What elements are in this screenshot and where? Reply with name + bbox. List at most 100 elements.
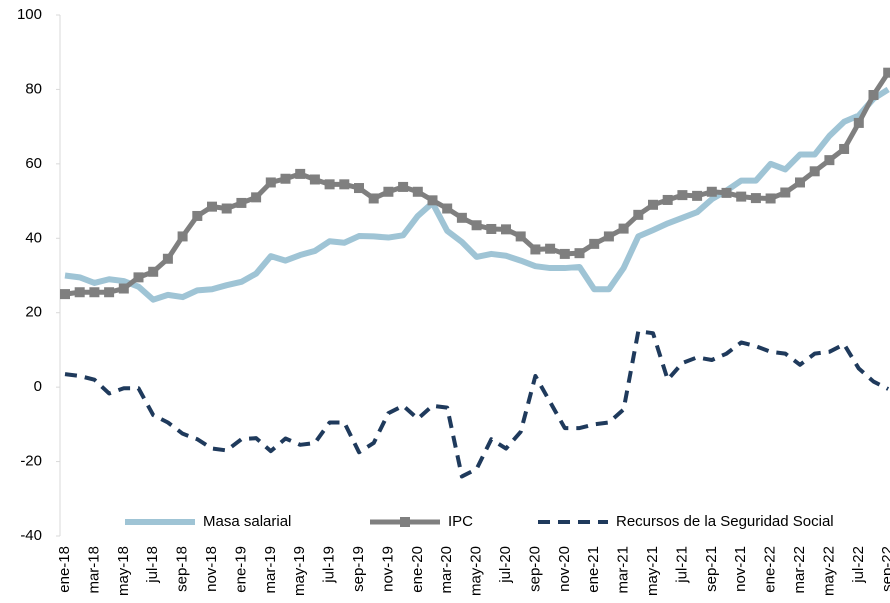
series-marker [530, 244, 541, 255]
x-tick-label: jul-19 [321, 546, 338, 584]
series-line [64, 86, 890, 303]
series-marker [398, 181, 409, 192]
series-marker [177, 231, 188, 242]
series-marker [162, 253, 173, 264]
series-marker [677, 190, 688, 201]
series-marker [60, 289, 70, 300]
x-tick-label: mar-21 [615, 546, 632, 594]
series-line [64, 329, 890, 479]
series-marker [795, 177, 805, 188]
series-marker [368, 193, 379, 204]
x-tick-label: mar-20 [438, 546, 455, 594]
x-tick-label: mar-18 [85, 546, 102, 594]
series-marker [89, 287, 100, 298]
series-marker [192, 210, 203, 221]
series-marker [133, 272, 144, 283]
series-marker [839, 143, 850, 154]
x-tick-label: may-18 [115, 546, 132, 596]
series-line [64, 71, 890, 297]
series-marker [824, 155, 835, 166]
y-tick-label: 20 [25, 304, 42, 321]
y-tick-label: 0 [34, 378, 42, 395]
series-marker [736, 191, 747, 202]
y-tick-label: 100 [17, 6, 42, 23]
series-marker [648, 199, 658, 210]
x-tick-label: sep-22 [879, 546, 890, 592]
series-marker [207, 201, 217, 212]
x-tick-label: jul-20 [497, 546, 514, 584]
x-tick-label: mar-19 [262, 546, 279, 594]
x-tick-label: sep-21 [703, 546, 720, 592]
x-tick-label: nov-19 [379, 546, 396, 592]
series-marker [868, 90, 879, 101]
series-marker [545, 243, 556, 254]
x-tick-label: nov-18 [203, 546, 220, 592]
x-tick-label: sep-20 [526, 546, 543, 592]
series-marker [780, 187, 791, 198]
series-marker [501, 224, 511, 235]
x-tick-label: mar-22 [791, 546, 808, 594]
x-tick-label: may-20 [468, 546, 485, 596]
series-marker [765, 193, 776, 204]
series-marker [265, 177, 276, 188]
x-tick-label: sep-19 [350, 546, 367, 592]
series-marker [706, 186, 717, 197]
series-marker [354, 183, 364, 194]
series-marker [515, 231, 526, 242]
series-marker [559, 248, 570, 259]
y-tick-label: 60 [25, 155, 42, 172]
series-marker [236, 197, 247, 208]
series-marker [883, 67, 890, 78]
series-marker [339, 179, 350, 190]
x-tick-label: jul-22 [850, 546, 867, 584]
legend-label: Masa salarial [203, 513, 291, 530]
series-marker [412, 186, 423, 197]
series-marker [662, 194, 673, 205]
series-marker [74, 287, 85, 298]
series-marker [603, 231, 614, 242]
series-marker [104, 287, 115, 298]
series-marker [853, 117, 864, 128]
y-tick-label: 80 [25, 80, 42, 97]
series-marker [618, 223, 629, 234]
series-marker [295, 168, 306, 179]
x-tick-label: ene-19 [232, 546, 249, 593]
series-marker [383, 186, 394, 197]
series-marker [471, 220, 482, 231]
x-tick-label: may-19 [291, 546, 308, 596]
series-marker [442, 203, 453, 214]
x-tick-label: ene-20 [409, 546, 426, 593]
series-marker [809, 166, 820, 177]
series-marker [721, 187, 732, 198]
y-tick-label: -20 [20, 453, 42, 470]
legend-marker [400, 517, 410, 527]
x-tick-label: nov-20 [556, 546, 573, 592]
series-marker [148, 266, 159, 277]
x-tick-label: ene-21 [585, 546, 602, 593]
series-marker [324, 179, 335, 190]
legend-label: Recursos de la Seguridad Social [616, 513, 834, 530]
x-tick-label: jul-21 [673, 546, 690, 584]
x-tick-label: ene-22 [762, 546, 779, 593]
x-tick-label: jul-18 [144, 546, 161, 584]
series-marker [427, 195, 438, 206]
series-marker [456, 212, 467, 223]
x-tick-label: nov-21 [732, 546, 749, 592]
y-tick-label: 40 [25, 229, 42, 246]
legend-label: IPC [448, 513, 473, 530]
series-marker [486, 223, 497, 234]
x-tick-label: ene-18 [56, 546, 73, 593]
series-marker [309, 174, 320, 185]
series-marker [280, 173, 291, 184]
series-marker [251, 192, 262, 203]
x-tick-label: may-21 [644, 546, 661, 596]
series-marker [221, 203, 232, 214]
series-marker [692, 190, 703, 201]
x-tick-label: may-22 [820, 546, 837, 596]
x-tick-label: sep-18 [174, 546, 191, 592]
series-marker [118, 283, 129, 294]
series-marker [750, 193, 761, 204]
series-marker [589, 238, 600, 249]
y-tick-label: -40 [20, 527, 42, 544]
